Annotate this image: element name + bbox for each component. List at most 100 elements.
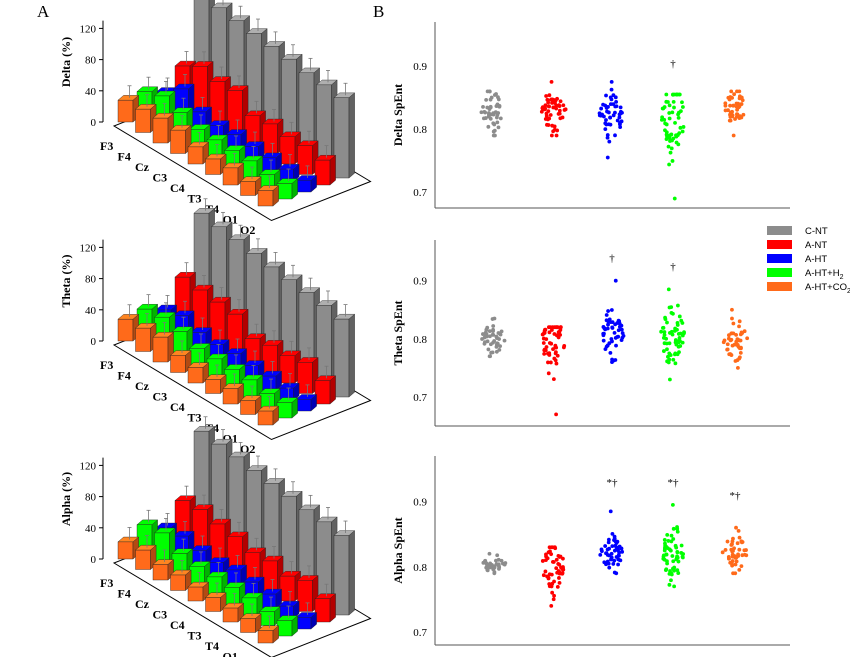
- category-label: T3: [188, 629, 202, 643]
- bar-top: [258, 388, 281, 394]
- data-point: [543, 103, 548, 108]
- data-point: [496, 97, 501, 102]
- data-point: [729, 337, 734, 342]
- bar-top: [244, 547, 267, 553]
- bar-top: [223, 364, 246, 370]
- data-point: [613, 336, 618, 340]
- data-point: [673, 120, 677, 125]
- data-point: [735, 342, 740, 347]
- data-point: [739, 330, 744, 335]
- bar-side: [348, 530, 355, 616]
- data-point: [599, 106, 604, 111]
- data-point: [604, 93, 608, 98]
- data-point: [676, 559, 681, 564]
- data-point: [550, 325, 555, 330]
- data-point: [617, 544, 622, 549]
- bar: [316, 521, 332, 605]
- data-point: [562, 344, 567, 348]
- data-point: [540, 332, 545, 337]
- data-point: [745, 336, 750, 341]
- data-point: [733, 571, 738, 576]
- bar: [240, 618, 256, 633]
- data-point: [666, 287, 671, 292]
- bar: [227, 536, 243, 570]
- data-point: [613, 95, 618, 100]
- bar-top: [172, 531, 195, 537]
- y-axis-label: Alpha (%): [59, 472, 73, 526]
- data-point: [661, 335, 666, 340]
- data-point: [734, 525, 738, 530]
- bar-top: [223, 582, 246, 588]
- bar: [281, 495, 297, 584]
- bar: [222, 607, 239, 623]
- bar-top: [276, 397, 299, 403]
- bar-top: [280, 274, 303, 280]
- category-label: Cz: [135, 160, 150, 174]
- data-point: [731, 321, 736, 326]
- data-point: [741, 112, 746, 117]
- data-point: [545, 117, 550, 122]
- bar-top: [226, 85, 249, 91]
- data-point: [557, 108, 562, 113]
- data-point: [546, 104, 551, 109]
- data-point: [561, 556, 565, 561]
- bar: [117, 541, 134, 560]
- bar: [260, 375, 277, 391]
- data-point: [676, 110, 681, 115]
- data-point: [497, 347, 502, 352]
- bar: [259, 393, 275, 408]
- data-point: [732, 342, 737, 347]
- data-point: [609, 308, 614, 312]
- data-point: [616, 548, 620, 553]
- bar: [257, 190, 274, 207]
- data-point: [669, 539, 674, 544]
- bar: [152, 336, 169, 363]
- legend-swatch: [767, 240, 792, 249]
- data-point: [663, 545, 667, 550]
- data-point: [496, 125, 501, 130]
- data-point: [557, 329, 562, 334]
- data-point: [606, 110, 611, 115]
- bar: [152, 117, 169, 144]
- data-point: [725, 539, 730, 544]
- bar-top: [117, 95, 140, 101]
- legend-label-text: A-HT+H: [805, 268, 840, 279]
- data-point: [675, 550, 680, 555]
- data-point: [613, 322, 618, 327]
- significance-marker: *†: [668, 477, 680, 489]
- data-point: [667, 377, 672, 382]
- data-point: [609, 87, 614, 92]
- data-point: [668, 353, 673, 357]
- data-point: [546, 360, 550, 365]
- bar-top: [239, 176, 262, 182]
- bar-top: [263, 478, 286, 484]
- bar-top: [279, 350, 302, 356]
- bar-top: [171, 326, 194, 332]
- y-tick-label: 120: [80, 460, 97, 472]
- bar-top: [239, 395, 262, 401]
- bar-top: [315, 79, 338, 86]
- category-label: T3: [188, 192, 202, 206]
- bar: [224, 587, 240, 605]
- significance-marker: †: [670, 261, 676, 273]
- bar: [279, 355, 296, 384]
- bar-top: [222, 383, 245, 389]
- y-axis-label: Alpha SpEnt: [391, 517, 405, 583]
- data-point: [491, 332, 496, 337]
- y-tick-label: 80: [85, 274, 97, 286]
- legend-label-subscript: 2: [840, 274, 844, 281]
- bar-top: [315, 300, 338, 306]
- y-tick-label: 0.7: [413, 187, 427, 199]
- data-point: [605, 133, 610, 137]
- data-point: [614, 104, 619, 109]
- data-point: [547, 582, 552, 586]
- data-point: [541, 573, 546, 578]
- data-point: [552, 579, 556, 584]
- data-point: [737, 535, 742, 540]
- data-point: [616, 328, 621, 333]
- data-point: [664, 552, 669, 557]
- bar-top: [206, 353, 229, 360]
- bar-top: [314, 375, 337, 381]
- data-point: [613, 539, 618, 544]
